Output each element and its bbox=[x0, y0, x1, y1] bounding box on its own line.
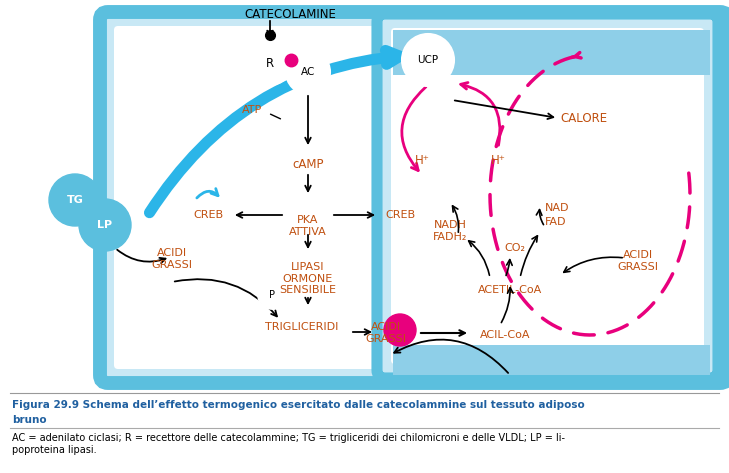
Text: H⁺: H⁺ bbox=[415, 154, 429, 166]
Text: NAD: NAD bbox=[545, 203, 569, 213]
Text: ACIDI
GRASSI: ACIDI GRASSI bbox=[152, 248, 192, 270]
Text: CO₂: CO₂ bbox=[504, 243, 526, 253]
Text: PKA
ATTIVA: PKA ATTIVA bbox=[289, 215, 327, 236]
Text: CALORE: CALORE bbox=[560, 112, 607, 124]
Text: P: P bbox=[269, 290, 275, 300]
Bar bbox=[393, 345, 710, 375]
Text: CATECOLAMINE: CATECOLAMINE bbox=[244, 8, 336, 21]
Text: H⁺: H⁺ bbox=[491, 154, 505, 166]
Text: ACIDI
GRASSI: ACIDI GRASSI bbox=[365, 322, 407, 343]
FancyArrowPatch shape bbox=[175, 279, 277, 316]
Bar bbox=[393, 30, 710, 75]
Circle shape bbox=[248, 41, 292, 85]
Text: Figura 29.9 Schema dell’effetto termogenico esercitato dalle catecolammine sul t: Figura 29.9 Schema dell’effetto termogen… bbox=[12, 400, 585, 410]
Text: ACIL-CoA: ACIL-CoA bbox=[480, 330, 531, 340]
Text: cAMP: cAMP bbox=[292, 158, 324, 171]
FancyBboxPatch shape bbox=[377, 14, 718, 378]
Text: bruno: bruno bbox=[12, 415, 47, 425]
Text: LP: LP bbox=[98, 220, 112, 230]
Text: CREB: CREB bbox=[193, 210, 223, 220]
Text: AC: AC bbox=[301, 67, 315, 77]
Text: AC = adenilato ciclasi; R = recettore delle catecolammine; TG = trigliceridi dei: AC = adenilato ciclasi; R = recettore de… bbox=[12, 433, 565, 455]
Circle shape bbox=[286, 50, 330, 94]
Circle shape bbox=[258, 281, 286, 309]
Text: ATP: ATP bbox=[242, 105, 262, 115]
Circle shape bbox=[49, 174, 101, 226]
FancyArrowPatch shape bbox=[461, 83, 500, 145]
Circle shape bbox=[402, 34, 454, 86]
Text: TG: TG bbox=[66, 195, 83, 205]
FancyArrowPatch shape bbox=[197, 189, 218, 198]
Text: TRIGLICERIDI: TRIGLICERIDI bbox=[265, 322, 339, 332]
Text: CREB: CREB bbox=[385, 210, 415, 220]
FancyArrowPatch shape bbox=[402, 87, 426, 170]
Text: NADH
FADH₂: NADH FADH₂ bbox=[433, 220, 467, 242]
FancyBboxPatch shape bbox=[100, 12, 728, 383]
FancyArrowPatch shape bbox=[117, 250, 165, 263]
Text: R: R bbox=[266, 56, 274, 70]
Circle shape bbox=[79, 199, 131, 251]
FancyArrowPatch shape bbox=[149, 51, 399, 213]
Text: ACETIL-CoA: ACETIL-CoA bbox=[478, 285, 542, 295]
Text: ACIDI
GRASSI: ACIDI GRASSI bbox=[617, 250, 658, 272]
FancyArrowPatch shape bbox=[394, 340, 508, 373]
Text: FAD: FAD bbox=[545, 217, 566, 227]
FancyBboxPatch shape bbox=[114, 26, 714, 369]
Circle shape bbox=[384, 314, 416, 346]
Text: UCP: UCP bbox=[418, 55, 439, 65]
Text: LIPASI
ORMONE
SENSIBILE: LIPASI ORMONE SENSIBILE bbox=[279, 262, 337, 295]
FancyBboxPatch shape bbox=[391, 28, 704, 364]
